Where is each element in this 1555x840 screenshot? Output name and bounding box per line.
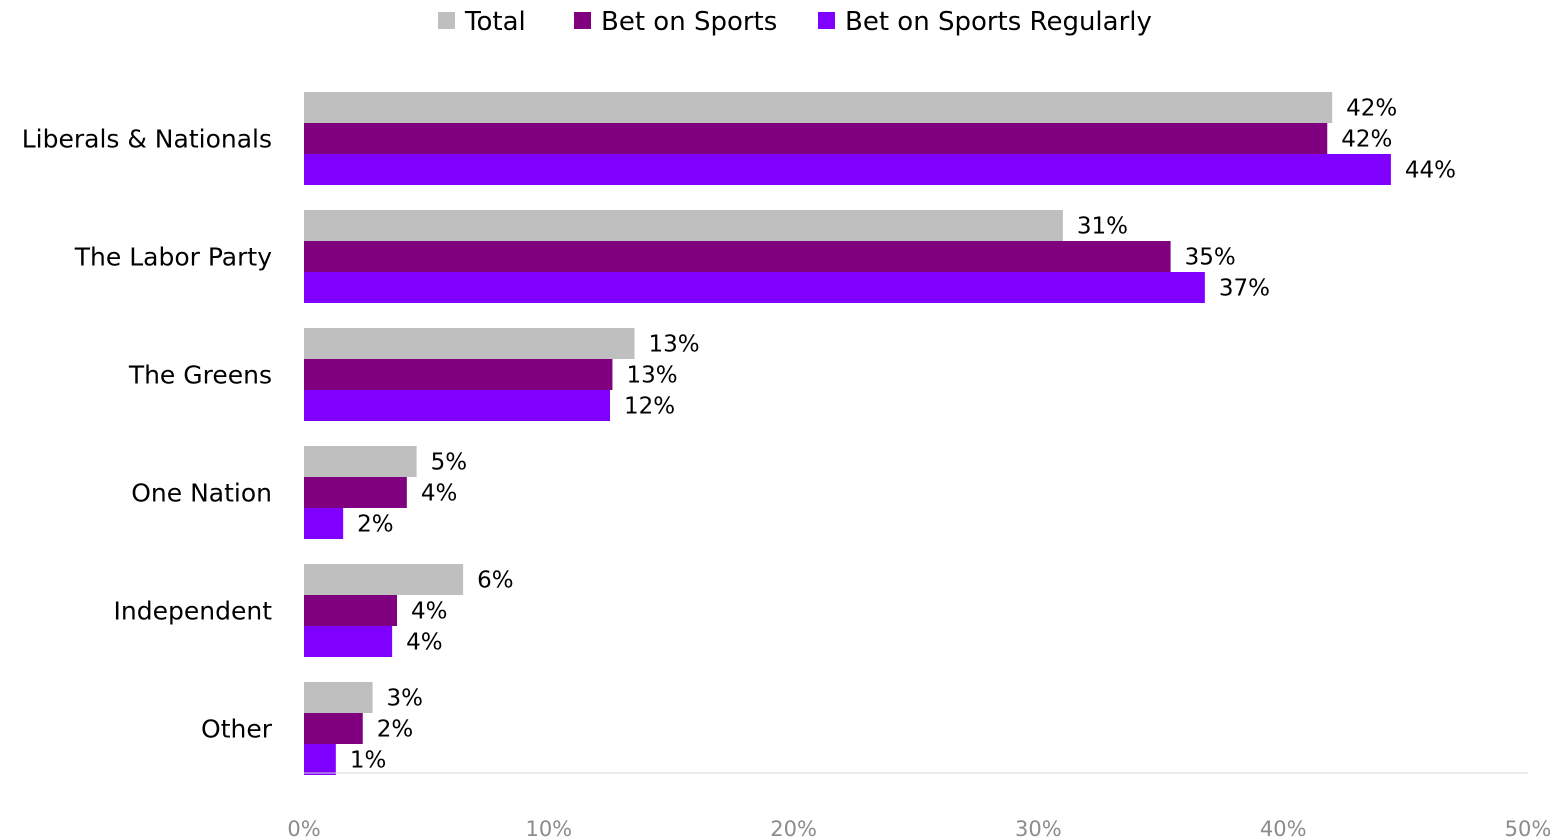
bar-the-greens-bet-on-sports-regularly	[304, 390, 610, 421]
bar-one-nation-bet-on-sports	[304, 477, 407, 508]
tick-label-0: 0%	[287, 817, 320, 840]
legend-swatch-bet-on-sports-regularly	[818, 12, 835, 29]
bar-liberals-and-nationals-bet-on-sports-regularly	[304, 154, 1391, 185]
bar-other-bet-on-sports	[304, 713, 363, 744]
bar-the-labor-party-bet-on-sports	[304, 241, 1171, 272]
legend-label-bet-on-sports: Bet on Sports	[601, 7, 777, 37]
bar-one-nation-bet-on-sports-regularly	[304, 508, 344, 539]
value-label-independent-total: 6%	[477, 568, 514, 594]
category-label-independent: Independent	[114, 597, 273, 626]
category-label-other: Other	[201, 715, 273, 744]
legend: Total Bet on Sports Bet on Sports Regularl…	[438, 7, 1152, 37]
tick-label-30: 30%	[1015, 817, 1062, 840]
legend-label-total: Total	[464, 7, 526, 37]
bar-the-labor-party-bet-on-sports-regularly	[304, 272, 1205, 303]
value-label-the-labor-party-bet-on-sports-regularly: 37%	[1219, 276, 1270, 302]
tick-label-10: 10%	[525, 817, 572, 840]
bar-the-labor-party-total	[304, 210, 1063, 241]
value-label-one-nation-bet-on-sports-regularly: 2%	[357, 512, 394, 538]
bar-independent-total	[304, 564, 464, 595]
value-label-liberals-and-nationals-bet-on-sports: 42%	[1341, 127, 1392, 153]
category-label-one-nation: One Nation	[131, 479, 272, 508]
bars	[304, 92, 1391, 775]
value-label-the-greens-bet-on-sports-regularly: 12%	[624, 394, 675, 420]
value-label-liberals-and-nationals-bet-on-sports-regularly: 44%	[1405, 158, 1456, 184]
x-axis-tick-labels: 0% 10% 20% 30% 40% 50%	[287, 817, 1551, 840]
bar-independent-bet-on-sports	[304, 595, 398, 626]
bar-liberals-and-nationals-bet-on-sports	[304, 123, 1328, 154]
category-label-liberals-and-nationals: Liberals & Nationals	[22, 125, 272, 154]
bar-one-nation-total	[304, 446, 417, 477]
tick-label-40: 40%	[1260, 817, 1307, 840]
legend-swatch-total	[438, 12, 455, 29]
value-label-one-nation-bet-on-sports: 4%	[421, 481, 458, 507]
value-label-one-nation-total: 5%	[431, 450, 468, 476]
bar-liberals-and-nationals-total	[304, 92, 1333, 123]
bar-the-greens-total	[304, 328, 635, 359]
value-label-other-bet-on-sports-regularly: 1%	[350, 748, 387, 774]
value-label-other-total: 3%	[387, 686, 424, 712]
tick-label-50: 50%	[1505, 817, 1552, 840]
value-label-the-greens-bet-on-sports: 13%	[626, 363, 677, 389]
bar-other-bet-on-sports-regularly	[304, 744, 336, 775]
bar-independent-bet-on-sports-regularly	[304, 626, 393, 657]
value-labels: 42% 42% 44% 31% 35% 37% 13% 13% 12% 5% 4% 2% 6% 4% 4% 3…	[350, 96, 1456, 774]
legend-label-bet-on-sports-regularly: Bet on Sports Regularly	[845, 7, 1152, 37]
bar-the-greens-bet-on-sports	[304, 359, 613, 390]
tick-label-20: 20%	[770, 817, 817, 840]
value-label-independent-bet-on-sports: 4%	[411, 599, 448, 625]
value-label-the-labor-party-total: 31%	[1077, 214, 1128, 240]
value-label-liberals-and-nationals-total: 42%	[1346, 96, 1397, 122]
category-label-the-greens: The Greens	[128, 361, 272, 390]
bar-other-total	[304, 682, 373, 713]
value-label-independent-bet-on-sports-regularly: 4%	[406, 630, 443, 656]
value-label-the-greens-total: 13%	[648, 332, 699, 358]
value-label-the-labor-party-bet-on-sports: 35%	[1185, 245, 1236, 271]
legend-swatch-bet-on-sports	[574, 12, 591, 29]
category-labels: Liberals & Nationals The Labor Party The G…	[22, 125, 273, 744]
category-label-the-labor-party: The Labor Party	[74, 243, 272, 272]
value-label-other-bet-on-sports: 2%	[377, 717, 414, 743]
